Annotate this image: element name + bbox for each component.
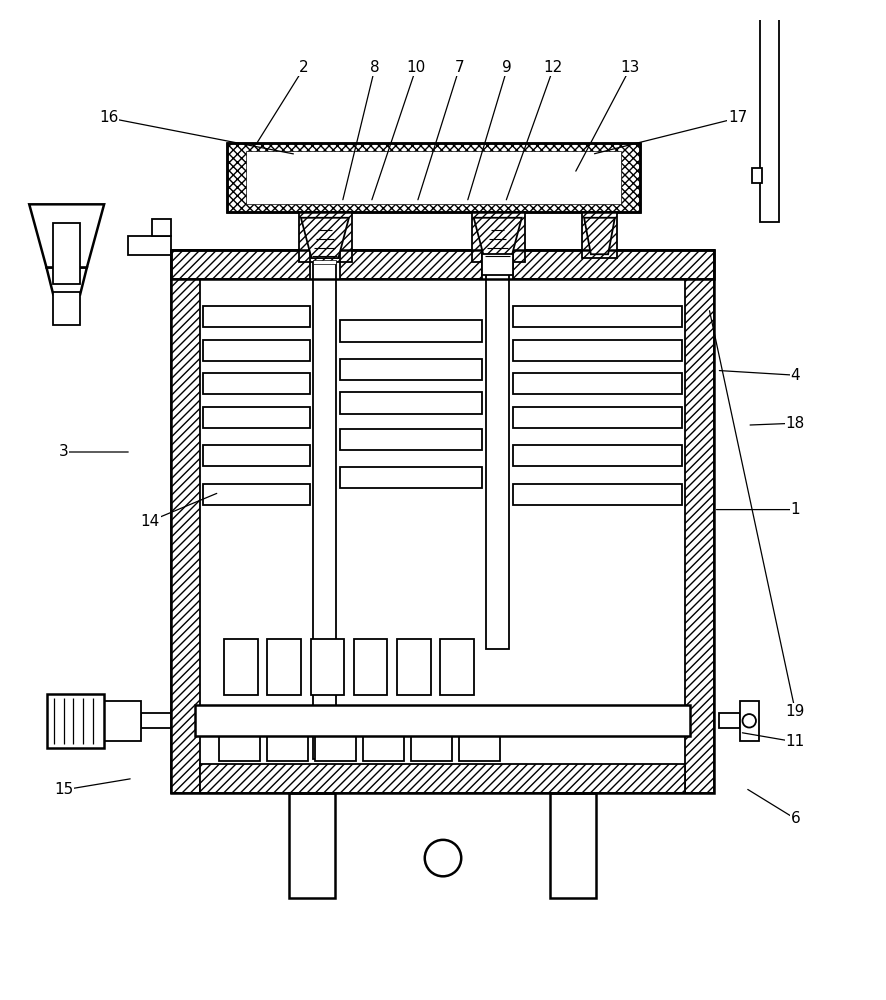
- Bar: [685, 250, 714, 793]
- Bar: [513, 445, 682, 466]
- Bar: [315, 708, 355, 761]
- Bar: [268, 708, 307, 761]
- Bar: [227, 143, 640, 212]
- Bar: [354, 639, 387, 695]
- Bar: [513, 407, 682, 428]
- Bar: [200, 250, 685, 279]
- Bar: [105, 701, 141, 741]
- Bar: [340, 429, 482, 450]
- Bar: [719, 713, 740, 728]
- Bar: [246, 151, 620, 204]
- Bar: [486, 260, 509, 264]
- Polygon shape: [301, 218, 349, 258]
- Bar: [340, 392, 482, 414]
- Text: 16: 16: [99, 110, 119, 125]
- Text: 9: 9: [502, 60, 512, 76]
- Text: 6: 6: [790, 811, 800, 826]
- Bar: [224, 639, 258, 695]
- Bar: [314, 260, 337, 264]
- Text: 3: 3: [59, 444, 69, 460]
- Text: 1: 1: [790, 502, 800, 517]
- Bar: [195, 705, 689, 736]
- Bar: [53, 292, 80, 325]
- Polygon shape: [29, 204, 105, 268]
- Text: 8: 8: [370, 60, 380, 76]
- Polygon shape: [47, 268, 87, 295]
- Bar: [152, 219, 171, 236]
- Bar: [440, 639, 474, 695]
- Bar: [472, 212, 525, 262]
- Bar: [549, 793, 595, 898]
- Bar: [513, 484, 682, 505]
- Bar: [200, 764, 685, 793]
- Text: 12: 12: [544, 60, 563, 76]
- Bar: [482, 248, 513, 281]
- Text: 15: 15: [54, 782, 74, 797]
- Bar: [203, 373, 309, 394]
- Bar: [290, 793, 336, 898]
- Bar: [141, 713, 171, 728]
- Text: 18: 18: [786, 416, 805, 431]
- Bar: [227, 143, 640, 212]
- Bar: [459, 708, 500, 761]
- Bar: [203, 340, 309, 361]
- Bar: [309, 248, 340, 281]
- Bar: [171, 250, 714, 279]
- Bar: [171, 250, 200, 793]
- Bar: [314, 262, 337, 759]
- Bar: [582, 212, 617, 258]
- Bar: [128, 236, 171, 255]
- Bar: [47, 694, 105, 748]
- Bar: [340, 359, 482, 380]
- Bar: [203, 484, 309, 505]
- Bar: [29, 204, 105, 268]
- Bar: [340, 467, 482, 488]
- Bar: [340, 320, 482, 342]
- Bar: [203, 407, 309, 428]
- Bar: [171, 250, 714, 279]
- Text: 14: 14: [141, 514, 159, 529]
- Text: 2: 2: [299, 60, 308, 76]
- Text: 13: 13: [620, 60, 640, 76]
- Bar: [752, 168, 762, 183]
- Bar: [171, 250, 714, 793]
- Bar: [740, 701, 758, 741]
- Bar: [513, 306, 682, 327]
- Bar: [482, 254, 513, 275]
- Bar: [513, 340, 682, 361]
- Text: 7: 7: [455, 60, 464, 76]
- Bar: [486, 262, 509, 649]
- Text: 4: 4: [790, 368, 800, 383]
- Bar: [220, 708, 260, 761]
- Bar: [310, 639, 344, 695]
- Bar: [513, 373, 682, 394]
- Bar: [397, 639, 431, 695]
- Text: 10: 10: [407, 60, 426, 76]
- Bar: [363, 708, 404, 761]
- Bar: [299, 212, 352, 262]
- Bar: [53, 223, 80, 284]
- Bar: [268, 639, 301, 695]
- Text: 11: 11: [786, 734, 805, 749]
- Text: 17: 17: [728, 110, 748, 125]
- Bar: [760, 10, 779, 222]
- Bar: [203, 445, 309, 466]
- Polygon shape: [474, 218, 522, 258]
- Bar: [411, 708, 452, 761]
- Bar: [203, 306, 309, 327]
- Polygon shape: [584, 218, 615, 254]
- Text: 19: 19: [786, 704, 805, 719]
